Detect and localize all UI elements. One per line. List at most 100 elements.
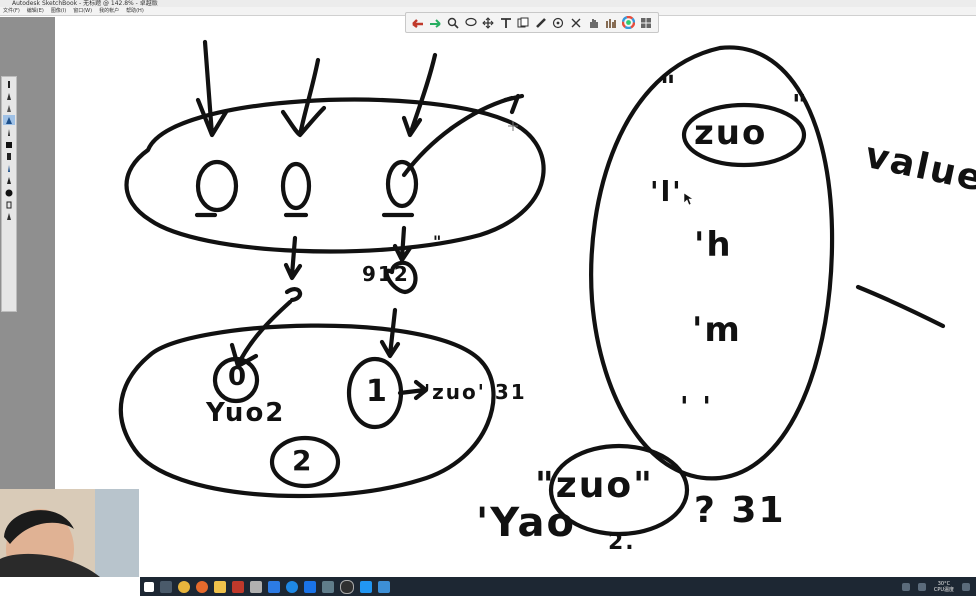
brush-tool-2[interactable] (3, 91, 15, 101)
bottom-ellipse (118, 323, 496, 499)
volume-icon[interactable] (917, 582, 926, 591)
lasso-icon[interactable] (463, 15, 479, 31)
dot-b (284, 287, 303, 303)
bottom-zuo-label: "zuo" (535, 465, 654, 506)
floating-toolbar (405, 12, 659, 33)
oval-912 (384, 260, 418, 295)
brush-tool-4[interactable] (3, 115, 15, 125)
settings-icon[interactable] (322, 580, 334, 593)
explorer-icon[interactable] (214, 580, 226, 593)
media-icon[interactable] (232, 580, 244, 593)
redo-icon[interactable] (428, 15, 444, 31)
circle-one-label: 1 (366, 374, 389, 409)
color-wheel-icon[interactable] (621, 15, 637, 31)
arrow-to-zero-b (280, 57, 327, 138)
brush-tool-12[interactable] (3, 211, 15, 221)
brush-tool-3[interactable] (3, 103, 15, 113)
oval-line-2: 'h (694, 225, 733, 265)
tencent-icon[interactable] (304, 580, 316, 593)
arrow-down-b (283, 235, 303, 281)
menu-account[interactable]: 我的帐户 (99, 8, 120, 14)
window-title: Autodesk SketchBook - 无标题 @ 142.8% - 卓越版 (12, 0, 158, 7)
weather-label: CPU温度 (933, 586, 954, 593)
oval-line-4: ' ' (680, 390, 713, 423)
brush-tool-10[interactable] (3, 187, 15, 197)
zero-b-shape (280, 161, 312, 211)
hand-icon[interactable] (586, 15, 602, 31)
network-icon[interactable] (901, 582, 910, 591)
zero-c-shape (385, 159, 419, 209)
webcam-feed (0, 489, 139, 577)
arrow-to-circle-zero (229, 299, 293, 369)
brush-tool-1[interactable] (3, 79, 15, 89)
webcam-person-image (0, 489, 139, 577)
label-zuo31: 'zuo' 31 (424, 380, 527, 404)
ie-icon[interactable] (360, 580, 372, 593)
oval-close-quote: " (792, 88, 809, 121)
store-icon[interactable] (268, 580, 280, 593)
brush-tool-6[interactable] (3, 139, 15, 149)
brush-tool-11[interactable] (3, 199, 15, 209)
oval-zuo-word: zuo (694, 113, 768, 153)
chrome-icon[interactable] (178, 580, 190, 593)
move-icon[interactable] (480, 15, 496, 31)
arrow-to-zero-a (195, 39, 229, 138)
firefox-icon[interactable] (196, 580, 208, 593)
arrow-to-zero-c (401, 52, 438, 138)
undo-icon[interactable] (410, 15, 426, 31)
symmetry-icon[interactable] (568, 15, 584, 31)
brush-tool-5[interactable] (3, 127, 15, 137)
oval-line-3: 'm (692, 310, 742, 350)
start-icon[interactable] (144, 581, 154, 592)
window-title-bar: Autodesk SketchBook - 无标题 @ 142.8% - 卓越版 (0, 0, 976, 7)
cursor-icon (683, 192, 693, 206)
crosshair-icon (508, 121, 518, 131)
copy-icon[interactable] (515, 15, 531, 31)
menu-file[interactable]: 文件(F) (3, 8, 20, 14)
brush-tool-7[interactable] (3, 151, 15, 161)
notification-icon[interactable] (962, 582, 970, 591)
label-quote: " (433, 232, 444, 251)
menu-window[interactable]: 窗口(W) (73, 8, 93, 14)
one-mark (502, 93, 525, 115)
oval-open-quote: " (660, 70, 678, 105)
bottom-yao-label: 'Yao (476, 500, 577, 546)
bottom-small-label: 2. (608, 530, 636, 555)
arrow-one-to-zuo (397, 379, 429, 401)
circle-zero-label: 0 (228, 362, 249, 392)
brush-tool-9[interactable] (3, 175, 15, 185)
ruler-icon[interactable] (533, 15, 549, 31)
zoom-icon[interactable] (445, 15, 461, 31)
arrow-to-circle-one (379, 307, 401, 359)
zuo-inner-ring (681, 102, 807, 168)
label-912: 912 (362, 262, 410, 286)
system-tray: 30°C CPU温度 (901, 577, 970, 596)
question-31-label: ? 31 (694, 490, 786, 531)
taskbar: 30°C CPU温度 (140, 577, 976, 596)
bottom-zuo-ring (548, 443, 690, 537)
menu-edit[interactable]: 编辑(E) (26, 8, 44, 14)
circle-two-label: 2 (292, 444, 314, 477)
oval-line-1: 'l' (650, 175, 683, 208)
ellipse-guide-icon[interactable] (551, 15, 567, 31)
menu-help[interactable]: 帮助(H) (126, 8, 144, 14)
brush-tool-8[interactable] (3, 163, 15, 173)
weather-temp: 30°C (937, 580, 951, 587)
brush-library-icon[interactable] (603, 15, 619, 31)
sketchbook-icon[interactable] (250, 580, 262, 593)
edge-icon[interactable] (286, 580, 298, 593)
circle-two-ring (269, 435, 341, 489)
menu-image[interactable]: 图像(I) (50, 8, 67, 14)
arrow-from-one (401, 95, 515, 178)
label-yuo2: Yuo2 (206, 398, 286, 428)
obs-icon[interactable] (340, 579, 354, 594)
mail-icon[interactable] (378, 580, 390, 593)
search-icon[interactable] (160, 580, 172, 593)
layers-icon[interactable] (639, 15, 655, 31)
right-oval (589, 45, 835, 481)
text-icon[interactable] (498, 15, 514, 31)
arrow-down-c (392, 225, 413, 263)
weather-widget[interactable]: 30°C CPU温度 (934, 581, 954, 593)
zero-a-shape (195, 159, 239, 213)
